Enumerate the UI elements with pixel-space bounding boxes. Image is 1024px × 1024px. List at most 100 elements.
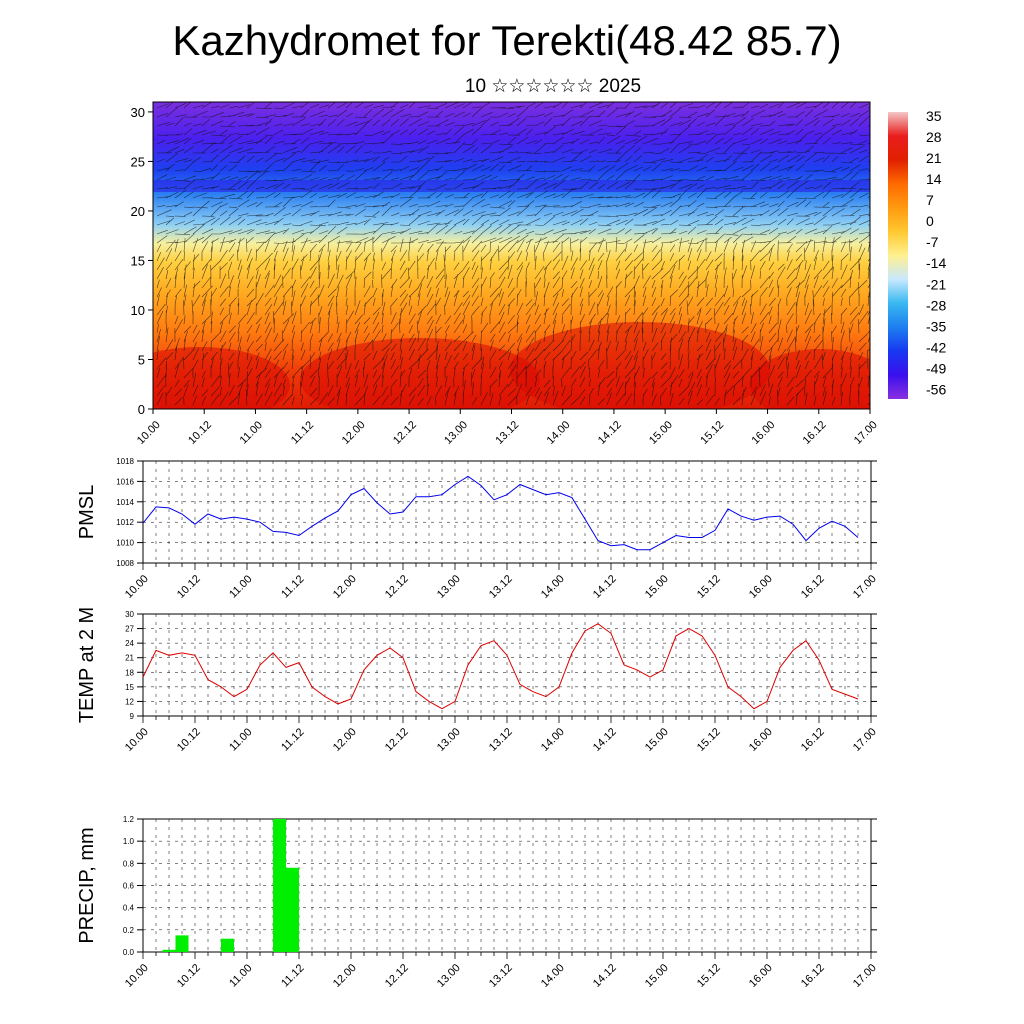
y-axis-label: TEMP at 2 M (76, 607, 98, 723)
x-tick-label: 13.00 (435, 962, 463, 990)
temp-series-line (142, 623, 859, 710)
cross-section-detail (153, 102, 870, 409)
x-tick-label: 10.00 (123, 962, 151, 990)
x-tick-label: 15.12 (698, 419, 726, 447)
y-axis-label: PMSL (76, 485, 98, 539)
colorbar-label: -7 (926, 234, 939, 250)
y-tick-label: 1.2 (123, 815, 135, 824)
x-tick-label: 14.12 (591, 726, 619, 754)
x-tick-label: 14.12 (591, 573, 619, 601)
x-tick-label: 17.00 (851, 962, 879, 990)
y-tick-label: 18 (125, 668, 134, 677)
colorbar-label: 35 (926, 108, 942, 124)
y-tick-label: 0.8 (123, 859, 135, 868)
x-tick-label: 16.00 (747, 726, 775, 754)
x-tick-label: 12.12 (383, 726, 411, 754)
precip-bar (162, 949, 176, 952)
pmsl-panel: 1008 1010 1012 1014 1016 1018 10.00 10.12 11.00 1… (76, 457, 879, 601)
warm-core (300, 338, 540, 409)
x-tick-label: 10.12 (175, 962, 203, 990)
x-tick-label: 11.00 (227, 962, 254, 989)
warm-core (510, 322, 770, 409)
y-tick-label: 1008 (116, 559, 134, 568)
x-tick-label: 13.12 (487, 962, 515, 990)
y-tick-label: 1010 (116, 539, 134, 548)
colorbar-label: -14 (926, 255, 946, 271)
y-tick-label: 1018 (116, 457, 134, 466)
colorbar-label: 7 (926, 192, 934, 208)
x-tick-label: 15.12 (695, 726, 723, 754)
y-tick-label: 20 (131, 204, 145, 219)
colorbar-label: -49 (926, 360, 946, 376)
x-tick-label: 11.00 (227, 726, 254, 753)
x-tick-label: 17.00 (851, 726, 879, 754)
precip-bar (273, 819, 286, 952)
y-tick-label: 30 (125, 610, 134, 619)
y-tick-label: 0 (138, 402, 145, 417)
colorbar: 35 28 21 14 7 0 -7 -14 -21 -28 -35 -42 -49 -56 (888, 108, 946, 399)
y-tick-label: 25 (131, 154, 145, 169)
x-tick-label: 11.00 (227, 573, 254, 600)
y-tick-label: 0.4 (123, 904, 135, 913)
x-tick-label: 15.00 (643, 573, 671, 601)
colorbar-label: 28 (926, 129, 942, 145)
cross-section-panel: 0 5 10 15 20 25 30 10.00 10.12 11.00 11.12 12.00 12.… (131, 101, 880, 447)
y-tick-label: 0.6 (123, 882, 135, 891)
x-tick-label: 14.12 (591, 962, 619, 990)
colorbar-label: -56 (926, 381, 946, 397)
x-tick-label: 17.00 (851, 573, 879, 601)
x-tick-label: 10.00 (123, 573, 151, 601)
colorbar-label: 14 (926, 171, 942, 187)
x-tick-label: 15.00 (647, 419, 675, 447)
x-tick-label: 16.12 (799, 726, 827, 754)
x-tick-label: 10.00 (135, 419, 163, 447)
y-tick-label: 15 (131, 253, 145, 268)
x-tick-label: 12.00 (331, 726, 359, 754)
x-tick-label: 14.00 (545, 419, 573, 447)
x-tick-label: 11.12 (279, 726, 306, 753)
y-tick-label: 27 (125, 625, 134, 634)
x-tick-label: 15.00 (643, 726, 671, 754)
x-tick-label: 13.12 (493, 419, 521, 447)
y-axis-label: PRECIP, mm (76, 827, 98, 943)
x-tick-label: 12.12 (383, 962, 411, 990)
x-tick-label: 14.00 (539, 726, 567, 754)
colorbar-label: 0 (926, 213, 934, 229)
y-tick-label: 21 (125, 654, 134, 663)
chart-title: Kazhydromet for Terekti(48.42 85.7) (172, 17, 841, 64)
x-tick-label: 11.12 (289, 419, 316, 446)
y-tick-label: 24 (125, 639, 134, 648)
colorbar-label: -21 (926, 276, 946, 292)
x-tick-label: 15.00 (643, 962, 671, 990)
wind-vectors (156, 102, 870, 406)
colorbar-label: -42 (926, 339, 946, 355)
y-tick-label: 1016 (116, 477, 134, 486)
x-tick-label: 15.12 (695, 573, 723, 601)
x-tick-label: 10.00 (123, 726, 151, 754)
x-tick-label: 16.12 (799, 962, 827, 990)
x-tick-label: 12.12 (383, 573, 411, 601)
colorbar-label: -28 (926, 297, 946, 313)
x-tick-label: 10.12 (186, 419, 214, 447)
x-tick-label: 10.12 (175, 726, 203, 754)
x-tick-label: 16.12 (799, 573, 827, 601)
x-tick-label: 17.00 (852, 419, 880, 447)
x-tick-label: 16.00 (747, 573, 775, 601)
y-tick-label: 15 (125, 683, 134, 692)
y-tick-label: 5 (138, 352, 145, 367)
x-tick-label: 12.12 (391, 419, 419, 447)
y-tick-label: 30 (131, 105, 145, 120)
x-tick-label: 13.12 (487, 726, 515, 754)
precip-bar (175, 935, 189, 952)
y-tick-label: 10 (131, 303, 145, 318)
x-tick-label: 14.00 (539, 962, 567, 990)
x-tick-label: 15.12 (695, 962, 723, 990)
x-tick-label: 12.00 (331, 962, 359, 990)
x-tick-label: 16.12 (801, 419, 829, 447)
x-tick-label: 12.00 (340, 419, 368, 447)
colorbar-label: -35 (926, 318, 946, 334)
chart-subtitle: 10 ☆☆☆☆☆☆ 2025 (465, 76, 641, 97)
temp-panel: 9 12 15 18 21 24 27 30 10.00 10.12 11.00 11.12 12.00… (76, 607, 879, 754)
x-tick-label: 14.00 (539, 573, 567, 601)
